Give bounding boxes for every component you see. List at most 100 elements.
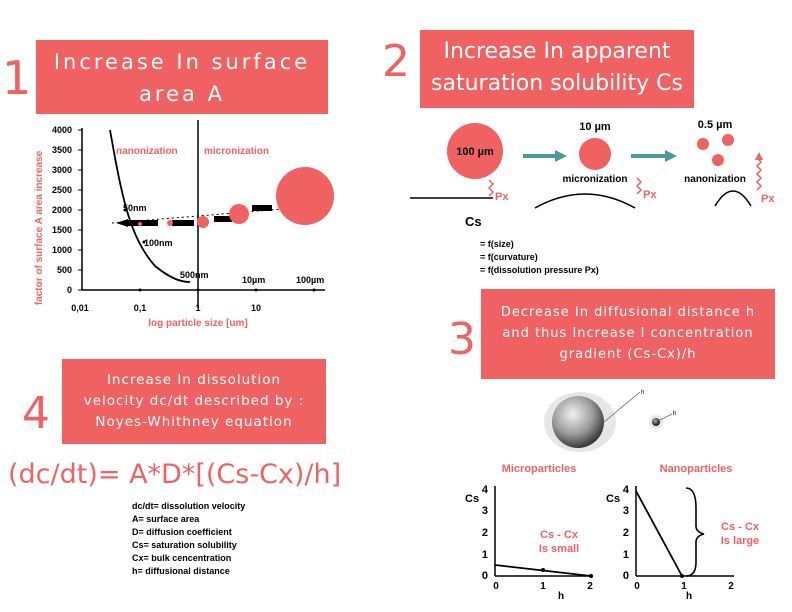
particle-500nm xyxy=(167,220,173,226)
section-number-2: 2 xyxy=(382,36,410,87)
nano-ylabel: Cs xyxy=(606,493,620,505)
y-tick-label: 3000 xyxy=(52,165,72,175)
y-tick-label: 500 xyxy=(57,265,72,275)
section-number-1: 1 xyxy=(2,51,32,105)
medium-particle xyxy=(579,138,611,170)
nano-note-2: Is large xyxy=(721,535,760,547)
svg-text:1: 1 xyxy=(482,549,488,561)
section-1-title-line1: Increase In surface xyxy=(53,50,311,74)
svg-text:3: 3 xyxy=(623,505,629,517)
definition-item: dc/dt= dissolution velocity xyxy=(132,501,246,511)
y-tick-label: 1000 xyxy=(52,245,72,255)
micronization-label: micronization xyxy=(204,146,269,157)
arrow-head-left xyxy=(116,219,128,227)
svg-text:0: 0 xyxy=(634,581,640,592)
svg-text:0: 0 xyxy=(482,570,488,582)
svg-text:0: 0 xyxy=(623,570,629,582)
surface-chart-ylabel: factor of surface A area increase xyxy=(34,150,45,305)
section-3-title-line1: Decrease In diffusional distance h xyxy=(500,305,756,320)
arrow-2 xyxy=(665,150,677,162)
section-2-title-line2: saturation solubility Cs xyxy=(431,71,683,96)
surface-area-curve xyxy=(109,129,191,283)
cs-heading: Cs xyxy=(465,214,482,229)
surface-area-chart: factor of surface A area increase 050010… xyxy=(34,120,334,329)
svg-text:2: 2 xyxy=(623,527,629,539)
nanoparticles-chart: Nanoparticles Cs 0 1 2 3 4 0 1 2 h Cs - … xyxy=(606,463,760,602)
x-tick-01: 0,1 xyxy=(134,303,147,313)
svg-text:2: 2 xyxy=(482,527,488,539)
y-tick-label: 2000 xyxy=(52,205,72,215)
y-tick-label: 2500 xyxy=(52,185,72,195)
particle-10um xyxy=(229,204,249,224)
definition-item: A= surface area xyxy=(132,514,200,524)
cs-function-list: = f(size) = f(curvature) = f(dissolution… xyxy=(480,238,599,277)
section-3-title-line2: and thus Increase I concentration xyxy=(502,326,754,341)
cs-item: = f(dissolution pressure Px) xyxy=(480,265,599,275)
big-particle xyxy=(447,123,503,179)
definition-item: Cx= bulk cencentration xyxy=(132,553,232,563)
y-tick-label: 0 xyxy=(67,285,72,295)
cs-item: = f(size) xyxy=(480,239,514,249)
equation-definitions: dc/dt= dissolution velocity A= surface a… xyxy=(132,500,245,578)
micro-ylabel: Cs xyxy=(465,493,479,505)
x-tick-10: 10 xyxy=(251,303,261,313)
definition-item: h= diffusional distance xyxy=(132,566,230,576)
x-tick-001: 0,01 xyxy=(71,303,89,313)
h-marker-2: h xyxy=(673,411,676,417)
particle-label-05um: 0.5 µm xyxy=(698,119,733,131)
noyes-whitney-equation: (dc/dt)= A*D*[(Cs-Cx)/h] xyxy=(8,459,342,490)
curved-surface-medium xyxy=(534,193,636,209)
section-4-title-box: Increase In dissolution velocity dc/dt d… xyxy=(62,359,326,444)
nano-gradient-line xyxy=(635,490,683,577)
svg-text:1: 1 xyxy=(540,581,546,592)
svg-text:2: 2 xyxy=(587,581,593,592)
definition-item: Cs= saturation solubility xyxy=(132,540,237,550)
label-50nm: 50nm xyxy=(123,203,147,213)
section-number-4: 4 xyxy=(22,388,50,439)
micro-chart-title: Microparticles xyxy=(502,463,577,475)
nanonization-label: nanonization xyxy=(116,146,178,157)
particle-1um xyxy=(197,216,209,228)
micro-xlabel: h xyxy=(558,591,564,602)
section-2-title-box: Increase In apparent saturation solubili… xyxy=(420,30,694,108)
y-tick-label: 3500 xyxy=(52,145,72,155)
y-tick-label: 4000 xyxy=(52,125,72,135)
diffusion-layer-illustration: h h xyxy=(544,390,676,452)
curved-surface-small xyxy=(714,190,752,207)
particle-label-100um: 100 µm xyxy=(456,146,494,158)
px-label-2: Px xyxy=(643,189,657,201)
nanonization-process-label: nanonization xyxy=(684,174,746,185)
micro-note-1: Cs - Cx xyxy=(540,529,579,541)
micronization-process-label: micronization xyxy=(562,174,627,185)
svg-text:1: 1 xyxy=(681,581,687,592)
label-10um: 10µm xyxy=(242,275,265,285)
svg-text:0: 0 xyxy=(493,581,499,592)
particle-100um xyxy=(276,167,334,225)
x-tick-1: 1 xyxy=(195,303,200,313)
micro-note-2: Is small xyxy=(539,543,579,555)
nanoparticle-sphere xyxy=(652,418,660,426)
label-100nm: 100nm xyxy=(144,238,173,248)
section-3-title-line3: gradient (Cs-Cx)/h xyxy=(559,347,697,362)
microparticle-sphere xyxy=(552,396,604,448)
cs-item: = f(curvature) xyxy=(480,252,538,262)
section-4-title-line3: Noyes-Whithney equation xyxy=(95,414,293,430)
section-4-title-line1: Increase In dissolution xyxy=(106,372,282,388)
nano-chart-title: Nanoparticles xyxy=(660,463,733,475)
surface-chart-xlabel: log particle size [um] xyxy=(148,318,247,329)
h-marker-1: h xyxy=(641,390,644,396)
svg-text:2: 2 xyxy=(728,581,734,592)
svg-text:4: 4 xyxy=(623,484,630,496)
section-1-title-line2: area A xyxy=(139,82,225,106)
section-3-title-box: Decrease In diffusional distance h and t… xyxy=(481,289,775,379)
px-label-1: Px xyxy=(495,191,509,203)
microparticles-chart: Microparticles Cs 0 1 2 3 4 0 1 2 h Cs -… xyxy=(465,463,593,602)
px-label-3: Px xyxy=(761,193,775,205)
svg-text:1: 1 xyxy=(623,549,629,561)
y-tick-label: 1500 xyxy=(52,225,72,235)
definition-item: D= diffusion coefficient xyxy=(132,527,232,537)
curly-brace xyxy=(685,487,705,577)
solubility-diagram: 100 µm Px 10 µm micronization Px 0.5 µm … xyxy=(410,119,775,209)
section-number-3: 3 xyxy=(448,314,476,365)
svg-text:4: 4 xyxy=(482,484,489,496)
